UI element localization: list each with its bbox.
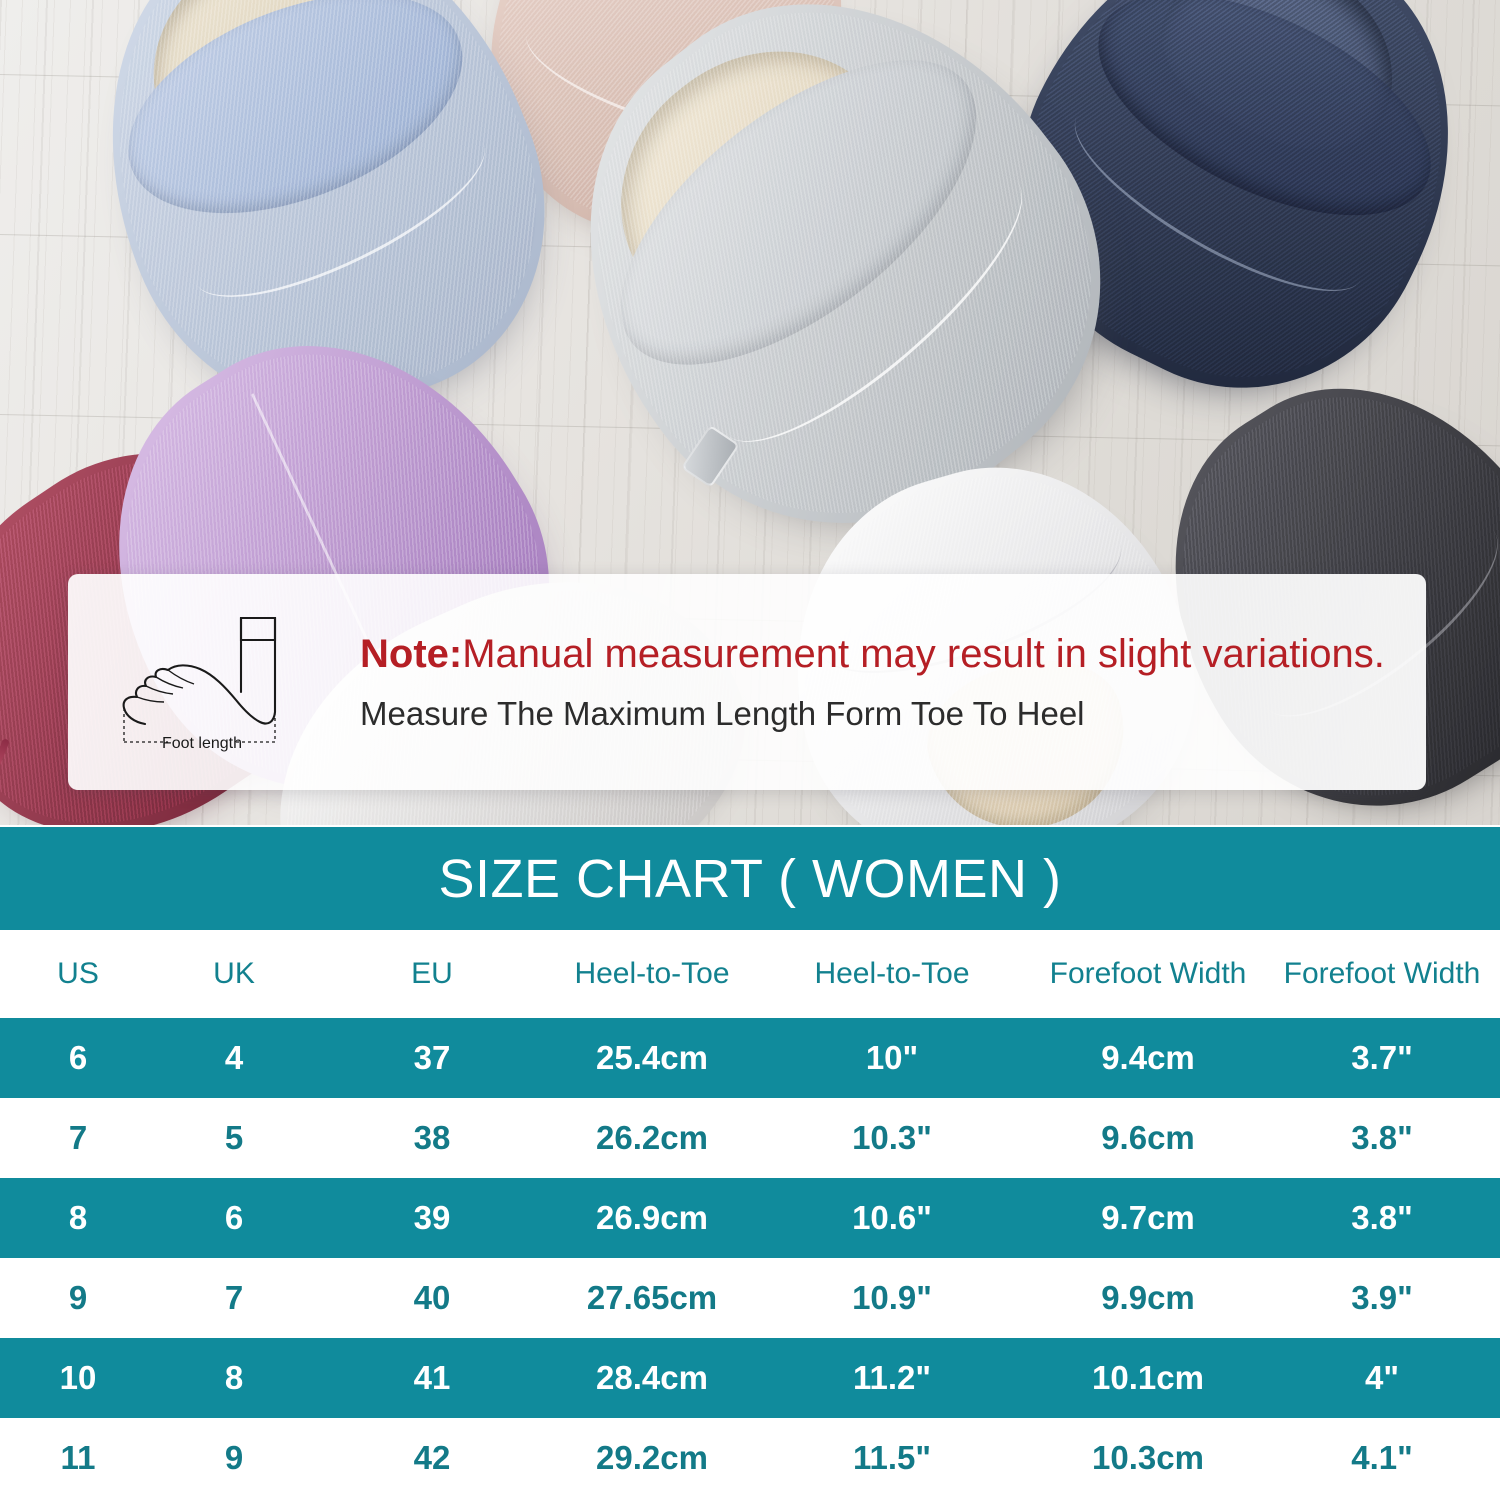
cell-heel-to-toe-cm: 26.9cm — [596, 1199, 708, 1236]
note-banner: Foot length Note:Manual measurement may … — [68, 574, 1426, 790]
page-title: SIZE CHART ( WOMEN ) — [438, 848, 1062, 909]
foot-length-label: Foot length — [162, 735, 242, 752]
note-text-block: Note:Manual measurement may result in sl… — [360, 631, 1426, 732]
cell-heel-to-toe-in: 10.6" — [852, 1199, 932, 1236]
cell-eu: 37 — [413, 1039, 451, 1076]
note-line-primary: Note:Manual measurement may result in sl… — [360, 631, 1406, 678]
cell-us: 7 — [68, 1119, 88, 1156]
table-row: 11 9 42 29.2cm 11.5" 10.3cm 4.1" — [0, 1418, 1500, 1498]
cell-heel-to-toe-cm: 29.2cm — [596, 1439, 708, 1476]
table-row: 7 5 38 26.2cm 10.3" 9.6cm 3.8" — [0, 1098, 1500, 1178]
column-header-forefoot-width-cm: Forefoot Width — [1049, 957, 1247, 990]
cell-forefoot-width-cm: 10.1cm — [1092, 1359, 1204, 1396]
cell-forefoot-width-cm: 10.3cm — [1092, 1439, 1204, 1476]
cell-us: 11 — [60, 1439, 96, 1476]
cell-us: 6 — [68, 1039, 88, 1076]
cell-forefoot-width-in: 4" — [1365, 1359, 1399, 1396]
cell-heel-to-toe-cm: 25.4cm — [596, 1039, 708, 1076]
cell-heel-to-toe-in: 10.3" — [852, 1119, 932, 1156]
note-label: Note: — [360, 632, 463, 677]
cell-heel-to-toe-cm: 26.2cm — [596, 1119, 708, 1156]
column-header-us: US — [57, 957, 99, 990]
cell-uk: 7 — [224, 1279, 244, 1316]
cell-forefoot-width-in: 3.7" — [1351, 1039, 1413, 1076]
note-message: Manual measurement may result in slight … — [462, 632, 1385, 677]
foot-measurement-diagram: Foot length — [90, 596, 340, 768]
cell-forefoot-width-cm: 9.7cm — [1101, 1199, 1195, 1236]
cell-eu: 41 — [413, 1359, 451, 1396]
cell-forefoot-width-in: 4.1" — [1351, 1439, 1413, 1476]
cell-heel-to-toe-in: 10.9" — [852, 1279, 932, 1316]
cell-eu: 40 — [413, 1279, 451, 1316]
cell-eu: 39 — [413, 1199, 451, 1236]
cell-uk: 9 — [224, 1439, 244, 1476]
cell-heel-to-toe-in: 11.2" — [852, 1359, 932, 1396]
column-header-heel-to-toe-in: Heel-to-Toe — [814, 957, 970, 990]
note-line-secondary: Measure The Maximum Length Form Toe To H… — [360, 694, 1085, 732]
table-header-row: US UK EU Heel-to-Toe Heel-to-Toe Forefoo… — [0, 930, 1500, 1018]
cell-eu: 42 — [413, 1439, 451, 1476]
size-chart-table: US UK EU Heel-to-Toe Heel-to-Toe Forefoo… — [0, 930, 1500, 1498]
cell-heel-to-toe-cm: 27.65cm — [586, 1279, 718, 1316]
cell-uk: 4 — [224, 1039, 244, 1076]
cell-uk: 6 — [224, 1199, 244, 1236]
cell-heel-to-toe-in: 11.5" — [852, 1439, 932, 1476]
product-photo: Foot length Note:Manual measurement may … — [0, 0, 1500, 825]
cell-heel-to-toe-cm: 28.4cm — [596, 1359, 708, 1396]
cell-forefoot-width-cm: 9.6cm — [1101, 1119, 1195, 1156]
column-header-uk: UK — [213, 957, 255, 990]
table-row: 9 7 40 27.65cm 10.9" 9.9cm 3.9" — [0, 1258, 1500, 1338]
cell-heel-to-toe-in: 10" — [865, 1039, 919, 1076]
cell-uk: 8 — [224, 1359, 244, 1396]
column-header-heel-to-toe-cm: Heel-to-Toe — [574, 957, 730, 990]
foot-outline-icon: Foot length — [122, 616, 277, 752]
cell-forefoot-width-in: 3.9" — [1351, 1279, 1413, 1316]
cell-us: 8 — [68, 1199, 88, 1236]
column-header-eu: EU — [411, 957, 453, 990]
cell-forefoot-width-cm: 9.9cm — [1101, 1279, 1195, 1316]
table-row: 10 8 41 28.4cm 11.2" 10.1cm 4" — [0, 1338, 1500, 1418]
cell-uk: 5 — [224, 1119, 244, 1156]
cell-us: 10 — [59, 1359, 97, 1396]
table-row: 6 4 37 25.4cm 10" 9.4cm 3.7" — [0, 1018, 1500, 1098]
cell-forefoot-width-cm: 9.4cm — [1101, 1039, 1195, 1076]
cell-forefoot-width-in: 3.8" — [1351, 1119, 1413, 1156]
cell-forefoot-width-in: 3.8" — [1351, 1199, 1413, 1236]
cell-eu: 38 — [413, 1119, 451, 1156]
size-chart-title-bar: SIZE CHART ( WOMEN ) — [0, 827, 1500, 930]
table-row: 8 6 39 26.9cm 10.6" 9.7cm 3.8" — [0, 1178, 1500, 1258]
column-header-forefoot-width-in: Forefoot Width — [1283, 957, 1481, 990]
cell-us: 9 — [68, 1279, 88, 1316]
